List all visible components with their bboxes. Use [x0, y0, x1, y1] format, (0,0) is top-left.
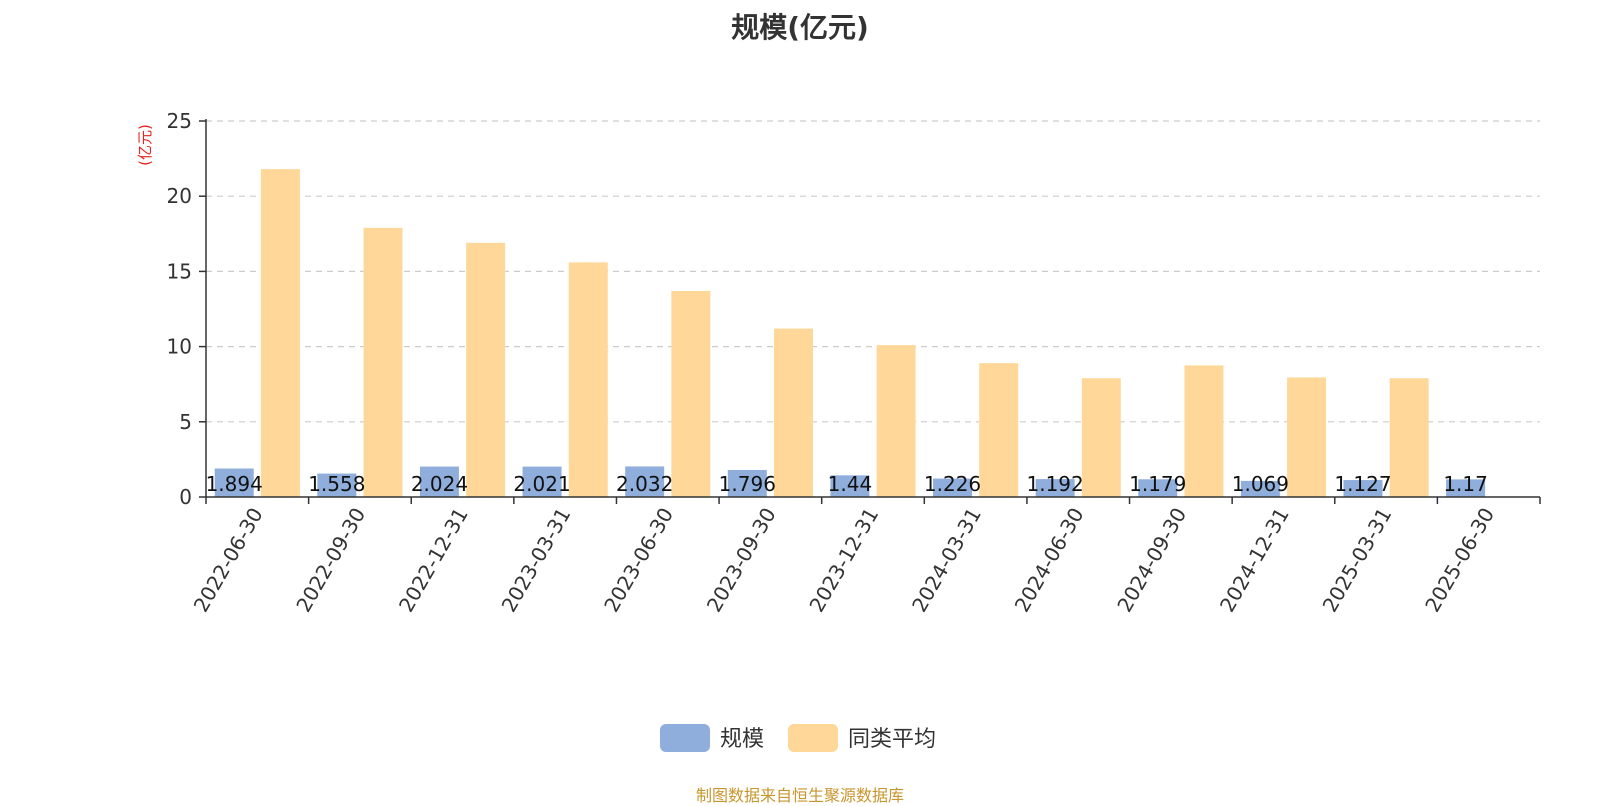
- bar-label-scale: 1.192: [1027, 472, 1084, 496]
- bar-label-scale: 1.17: [1443, 472, 1488, 496]
- legend-item-peer-average[interactable]: 同类平均: [788, 724, 936, 752]
- bar-scale: [214, 468, 254, 497]
- legend: 规模 同类平均: [660, 724, 936, 752]
- x-tick-label: 2025-03-31: [1318, 504, 1397, 617]
- bar-label-scale: 1.226: [924, 472, 981, 496]
- bar-peer-average: [568, 262, 608, 497]
- y-tick-label: 25: [167, 109, 192, 133]
- bar-peer-average: [1184, 365, 1224, 497]
- bar-peer-average: [773, 328, 813, 497]
- bar-scale: [1343, 480, 1383, 497]
- x-tick-label: 2024-06-30: [1010, 504, 1089, 617]
- bar-label-scale: 2.021: [513, 472, 570, 496]
- bar-label-scale: 1.894: [206, 472, 263, 496]
- bar-scale: [1446, 479, 1486, 497]
- y-tick-label: 10: [167, 335, 192, 359]
- x-tick-label: 2023-12-31: [804, 504, 883, 617]
- bar-scale: [625, 466, 665, 497]
- bar-scale: [933, 478, 973, 497]
- grid-lines: [206, 120, 1540, 423]
- x-tick-label: 2022-12-31: [394, 504, 473, 617]
- bar-peer-average: [876, 345, 916, 497]
- bar-peer-average: [1287, 377, 1327, 497]
- y-tick-label: 0: [179, 485, 192, 509]
- legend-swatch-scale: [660, 724, 710, 752]
- bar-label-scale: 1.796: [719, 472, 776, 496]
- bar-labels: 1.894 1.558 2.024 2.021 2.032 1.796 1.44 1.226 1…: [206, 472, 1488, 496]
- bar-label-scale: 2.024: [411, 472, 468, 496]
- x-tick-label: 2022-09-30: [291, 504, 370, 617]
- legend-label-peer-average: 同类平均: [848, 727, 936, 752]
- bar-scale: [830, 475, 870, 497]
- bar-scale: [1240, 480, 1280, 497]
- x-tick-label: 2023-03-31: [497, 504, 576, 617]
- bar-label-scale: 1.127: [1334, 472, 1391, 496]
- legend-swatch-peer-average: [788, 724, 838, 752]
- bars: [214, 169, 1486, 498]
- y-tick-label: 5: [179, 410, 192, 434]
- bar-label-scale: 1.069: [1232, 472, 1289, 496]
- source-note: 制图数据来自恒生聚源数据库: [695, 786, 904, 805]
- legend-label-scale: 规模: [720, 727, 764, 752]
- bar-scale: [419, 466, 459, 497]
- bar-peer-average: [671, 290, 711, 497]
- y-tick-label: 15: [167, 259, 192, 283]
- x-tick-label: 2025-06-30: [1420, 504, 1499, 617]
- bar-peer-average: [1081, 378, 1121, 497]
- bar-label-scale: 1.44: [828, 472, 873, 496]
- bar-peer-average: [979, 363, 1019, 497]
- x-tick-label: 2024-12-31: [1215, 504, 1294, 617]
- x-tick-label: 2023-06-30: [599, 504, 678, 617]
- bar-peer-average: [466, 242, 506, 497]
- x-tick-label: 2023-09-30: [702, 504, 781, 617]
- bar-scale: [522, 466, 562, 497]
- bar-peer-average: [1389, 378, 1429, 497]
- bar-label-scale: 1.179: [1129, 472, 1186, 496]
- x-tick-label: 2024-09-30: [1112, 504, 1191, 617]
- bar-peer-average: [260, 169, 300, 498]
- bar-scale: [317, 473, 357, 497]
- x-tick-label: 2024-03-31: [907, 504, 986, 617]
- bar-label-scale: 1.558: [308, 472, 365, 496]
- y-tick-label: 20: [167, 184, 192, 208]
- bar-scale: [1035, 479, 1075, 497]
- chart-title: 规模(亿元): [731, 11, 869, 44]
- y-axis-unit-label: (亿元): [136, 124, 154, 166]
- bar-label-scale: 2.032: [616, 472, 673, 496]
- x-tick-label: 2022-06-30: [189, 504, 268, 617]
- bar-scale: [727, 469, 767, 497]
- legend-item-scale[interactable]: 规模: [660, 724, 764, 752]
- bar-peer-average: [363, 227, 403, 497]
- bar-scale: [1138, 479, 1178, 497]
